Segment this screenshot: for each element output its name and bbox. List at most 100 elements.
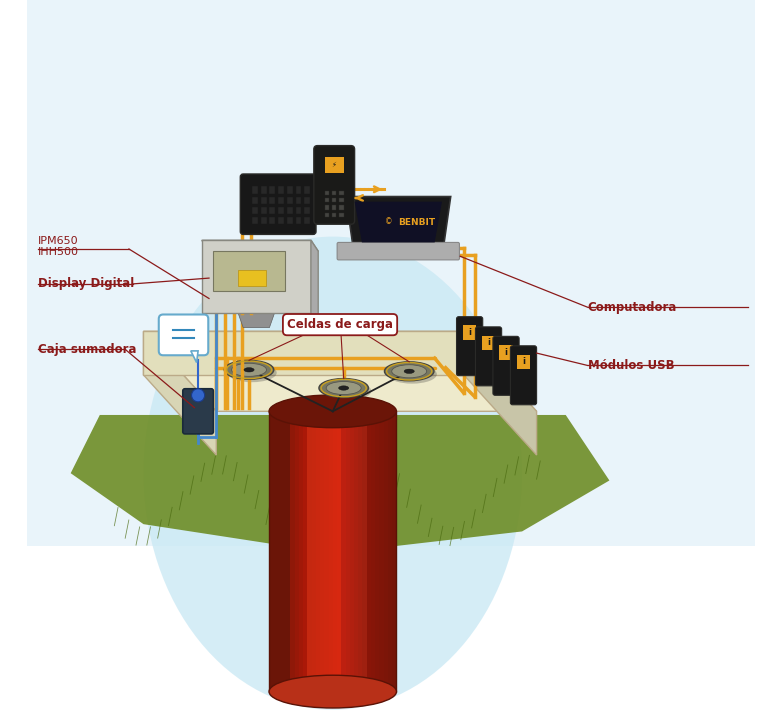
Polygon shape [202, 240, 318, 251]
Bar [296, 197, 301, 204]
Text: i: i [487, 339, 490, 347]
Bar [307, 411, 312, 692]
Bar [363, 411, 368, 692]
Bar [333, 411, 338, 692]
Bar [269, 411, 396, 692]
Bar [270, 197, 275, 204]
Bar [463, 325, 476, 340]
Bar [239, 270, 266, 286]
FancyBboxPatch shape [493, 336, 519, 395]
Ellipse shape [392, 365, 427, 378]
Bar [337, 411, 342, 692]
FancyBboxPatch shape [240, 174, 316, 234]
Bar [500, 345, 512, 360]
Polygon shape [311, 240, 318, 324]
Bar [278, 217, 284, 224]
Bar [332, 213, 336, 217]
Bar [296, 186, 301, 194]
Bar [270, 217, 275, 224]
Ellipse shape [326, 381, 361, 395]
FancyBboxPatch shape [159, 314, 208, 355]
Polygon shape [239, 313, 274, 328]
Text: i: i [468, 328, 471, 337]
Bar [287, 207, 292, 214]
Bar [278, 411, 282, 692]
Ellipse shape [269, 676, 396, 708]
Text: IPM650: IPM650 [38, 236, 78, 246]
Bar [354, 411, 359, 692]
Bar [482, 336, 495, 350]
Text: Display Digital: Display Digital [38, 277, 135, 290]
Polygon shape [346, 197, 450, 248]
Text: Caja sumadora: Caja sumadora [38, 343, 136, 356]
Bar [332, 205, 336, 210]
Bar [339, 213, 343, 217]
Bar [278, 186, 284, 194]
Bar [325, 213, 329, 217]
Ellipse shape [244, 368, 254, 372]
FancyBboxPatch shape [337, 242, 460, 260]
Bar [325, 411, 329, 692]
Bar [341, 411, 346, 692]
Bar [296, 207, 301, 214]
Bar [371, 411, 376, 692]
Bar [273, 411, 278, 692]
Ellipse shape [224, 360, 274, 379]
Bar [358, 411, 363, 692]
Bar [278, 207, 284, 214]
Polygon shape [143, 331, 464, 375]
FancyBboxPatch shape [511, 346, 536, 405]
Ellipse shape [228, 363, 277, 382]
Bar [316, 411, 321, 692]
Ellipse shape [322, 381, 371, 400]
Bar [367, 411, 371, 692]
Bar [287, 186, 292, 194]
Text: BENBIT: BENBIT [398, 218, 436, 226]
FancyBboxPatch shape [183, 389, 213, 434]
Bar [213, 251, 285, 291]
Bar [295, 411, 300, 692]
Bar [270, 186, 275, 194]
Text: i: i [522, 357, 525, 366]
Bar [299, 411, 303, 692]
Text: Computadora: Computadora [587, 301, 677, 314]
Bar [339, 205, 343, 210]
Bar [27, 0, 755, 546]
Ellipse shape [387, 365, 437, 384]
Bar [260, 217, 267, 224]
Bar [286, 411, 291, 692]
Bar [270, 207, 275, 214]
Bar [339, 191, 343, 195]
Text: ©: © [385, 218, 393, 226]
Bar [260, 197, 267, 204]
Bar [287, 197, 292, 204]
Bar [304, 197, 310, 204]
Bar [269, 411, 274, 692]
Bar [350, 411, 355, 692]
Bar [320, 411, 325, 692]
Bar [388, 411, 393, 692]
Polygon shape [202, 240, 311, 313]
Bar [252, 197, 258, 204]
Ellipse shape [231, 363, 267, 376]
Bar [290, 411, 296, 692]
Bar [375, 411, 380, 692]
Polygon shape [143, 331, 217, 455]
Bar [325, 157, 343, 173]
Bar [379, 411, 385, 692]
Bar [325, 205, 329, 210]
Bar [282, 411, 287, 692]
Bar [304, 207, 310, 214]
Ellipse shape [269, 395, 396, 427]
Bar [339, 198, 343, 202]
Bar [325, 198, 329, 202]
Circle shape [192, 389, 205, 402]
Text: Módulos USB: Módulos USB [587, 359, 674, 372]
Ellipse shape [385, 362, 434, 381]
Bar [278, 197, 284, 204]
Bar [252, 217, 258, 224]
Bar [332, 191, 336, 195]
Bar [311, 411, 317, 692]
Bar [304, 217, 310, 224]
Ellipse shape [143, 237, 522, 710]
